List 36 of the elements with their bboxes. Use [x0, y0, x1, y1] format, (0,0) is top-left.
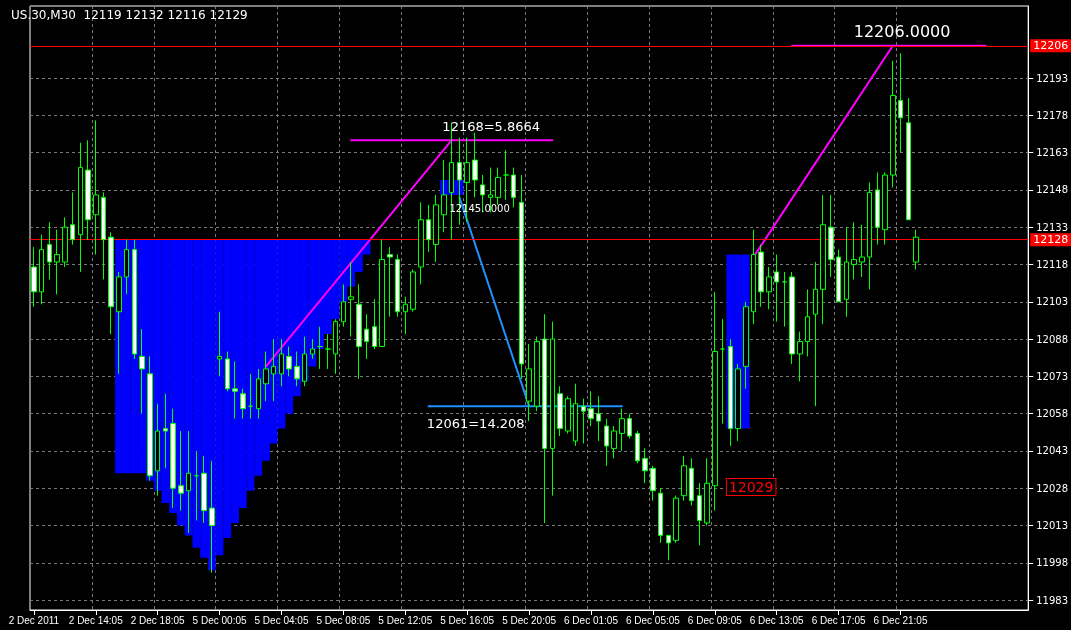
y-tick-label: 11998: [1036, 557, 1068, 569]
x-tick-label: 2 Dec 18:05: [130, 614, 186, 626]
chart-title: US.30,M30 12119 12132 12116 12129: [11, 8, 248, 22]
y-tick-label: 12193: [1036, 72, 1068, 84]
y-tick-label: 12013: [1036, 519, 1068, 531]
y-tick-label: 12088: [1036, 333, 1068, 345]
x-tick-label: 5 Dec 20:05: [502, 614, 557, 626]
x-tick-label: 2 Dec 2011: [8, 614, 60, 626]
x-tick-label: 5 Dec 12:05: [378, 614, 433, 626]
annotation: 12061=14.208: [426, 415, 525, 431]
y-tick-label: 11983: [1036, 594, 1068, 606]
y-tick-label: 12103: [1036, 296, 1068, 308]
y-tick-label: 12058: [1036, 408, 1068, 420]
x-tick-label: 6 Dec 01:05: [564, 614, 619, 626]
y-tick-label: 12163: [1036, 147, 1068, 159]
y-tick-label: 12073: [1036, 370, 1068, 382]
x-tick-label: 6 Dec 21:05: [873, 614, 928, 626]
ref-line-label: 12206: [1033, 39, 1069, 53]
y-tick-label: 12118: [1036, 259, 1068, 270]
x-tick-label: 2 Dec 14:05: [68, 614, 124, 626]
x-tick-label: 6 Dec 09:05: [687, 614, 743, 626]
x-tick-label: 6 Dec 17:05: [811, 614, 867, 626]
y-tick-label: 12133: [1036, 221, 1068, 233]
x-tick-label: 6 Dec 05:05: [625, 614, 681, 626]
x-tick-label: 6 Dec 13:05: [749, 614, 805, 626]
y-tick-label: 12043: [1036, 445, 1068, 457]
x-tick-label: 5 Dec 16:05: [440, 614, 495, 626]
x-tick-label: 5 Dec 00:05: [192, 614, 247, 626]
ref-line-label: 12128: [1033, 233, 1069, 247]
x-tick-label: 5 Dec 08:05: [316, 614, 371, 626]
x-tick-label: 5 Dec 04:05: [254, 614, 309, 626]
annotation: 12029: [728, 479, 774, 495]
annotation: 12206.0000: [853, 22, 951, 42]
y-tick-label: 12178: [1036, 109, 1068, 121]
y-tick-label: 12028: [1036, 482, 1068, 494]
y-tick-label: 12148: [1036, 184, 1068, 196]
